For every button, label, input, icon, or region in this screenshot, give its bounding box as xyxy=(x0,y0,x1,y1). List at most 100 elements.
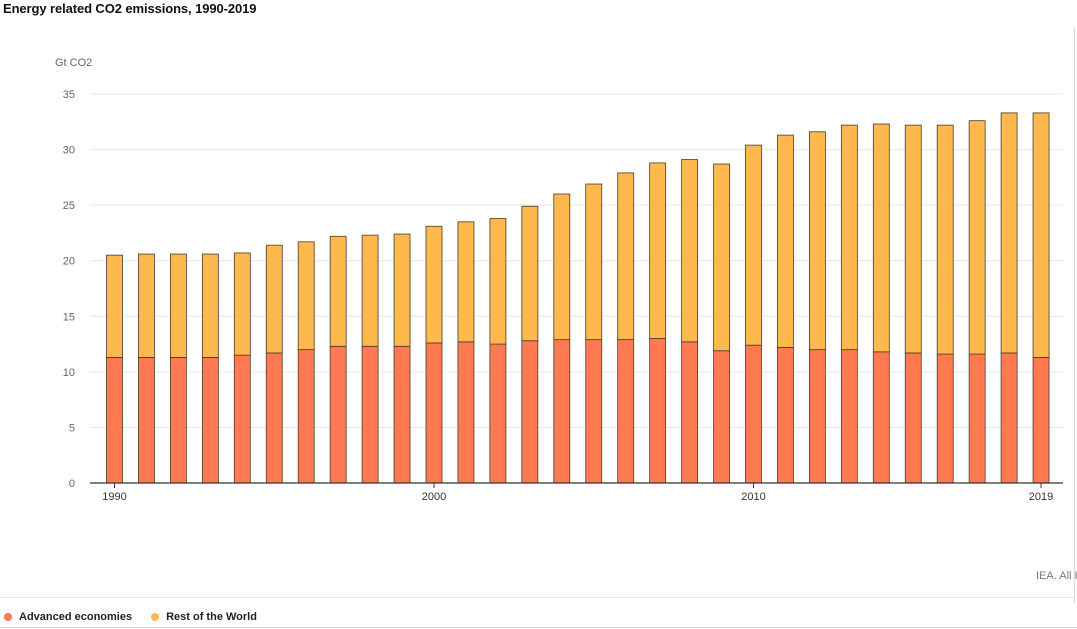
bar-stack xyxy=(617,172,635,484)
bar-rest-of-the-world xyxy=(329,235,347,347)
bar-advanced-economies xyxy=(138,357,155,484)
bar-advanced-economies xyxy=(968,353,986,484)
bar-advanced-economies xyxy=(585,339,603,484)
bar-stack xyxy=(968,120,986,484)
bar-advanced-economies xyxy=(617,339,635,484)
legend-label-advanced-economies: Advanced economies xyxy=(19,611,133,623)
bar-advanced-economies xyxy=(297,349,315,484)
bar-stack xyxy=(713,163,730,484)
legend: Advanced economies Rest of the World xyxy=(4,611,276,623)
y-tick-label: 35 xyxy=(63,89,75,101)
bar-rest-of-the-world xyxy=(872,123,890,353)
bar-stack xyxy=(585,183,603,484)
bar-rest-of-the-world xyxy=(489,218,507,345)
bar-rest-of-the-world xyxy=(713,163,730,352)
bar-stack xyxy=(457,221,475,484)
chart-title: Energy related CO2 emissions, 1990-2019 xyxy=(3,1,257,16)
bar-advanced-economies xyxy=(1000,352,1018,484)
y-axis-unit-label: Gt CO2 xyxy=(55,57,93,69)
legend-item-advanced-economies[interactable]: Advanced economies xyxy=(4,611,132,623)
bar-stacks xyxy=(106,112,1050,484)
y-tick-label: 10 xyxy=(63,367,75,379)
bar-stack xyxy=(169,253,187,484)
bar-advanced-economies xyxy=(936,353,954,484)
bar-advanced-economies xyxy=(713,350,730,484)
bar-advanced-economies xyxy=(169,357,187,484)
bar-stack xyxy=(553,193,571,484)
x-axis: 1990 2000 2010 2019 xyxy=(90,482,1063,503)
bar-stack xyxy=(904,124,922,484)
bar-rest-of-the-world xyxy=(585,183,603,341)
y-axis-ticks: 0 5 10 15 20 25 30 35 xyxy=(63,89,75,490)
bar-advanced-economies xyxy=(904,352,922,484)
bar-rest-of-the-world xyxy=(425,225,443,344)
bar-advanced-economies xyxy=(265,352,283,484)
x-tick-label: 2019 xyxy=(1029,491,1053,503)
legend-swatch-rest-of-the-world xyxy=(151,613,160,621)
y-tick-label: 15 xyxy=(63,311,75,323)
bar-rest-of-the-world xyxy=(361,234,379,347)
legend-label-rest-of-the-world: Rest of the World xyxy=(166,611,257,623)
bar-stack xyxy=(138,253,155,484)
bar-advanced-economies xyxy=(681,341,698,484)
bar-stack xyxy=(201,253,219,484)
bar-stack xyxy=(265,244,283,484)
bar-rest-of-the-world xyxy=(393,233,411,347)
bar-rest-of-the-world xyxy=(521,205,539,342)
bar-rest-of-the-world xyxy=(1000,112,1018,354)
bar-stack xyxy=(840,124,858,484)
x-tick-label: 2000 xyxy=(422,491,446,503)
bar-advanced-economies xyxy=(809,349,826,484)
bar-stack xyxy=(425,225,443,484)
bar-stack xyxy=(489,218,507,484)
bar-stack xyxy=(361,234,379,484)
bar-stack xyxy=(393,233,411,484)
bar-rest-of-the-world xyxy=(904,124,922,354)
bar-rest-of-the-world xyxy=(649,162,667,339)
bar-stack xyxy=(521,205,539,484)
legend-swatch-advanced-economies xyxy=(4,613,12,621)
bar-advanced-economies xyxy=(361,345,379,484)
bar-rest-of-the-world xyxy=(777,134,794,348)
frame-border-right xyxy=(1074,27,1075,603)
source-credit: IEA. All I xyxy=(1036,570,1077,582)
bar-rest-of-the-world xyxy=(840,124,858,351)
bar-stack xyxy=(233,252,251,484)
bar-rest-of-the-world xyxy=(169,253,187,358)
bar-stack xyxy=(681,159,698,484)
bar-advanced-economies xyxy=(553,339,571,484)
bar-stack xyxy=(106,254,123,484)
bar-rest-of-the-world xyxy=(936,124,954,355)
bar-rest-of-the-world xyxy=(681,159,698,343)
y-tick-label: 20 xyxy=(63,256,75,268)
legend-item-rest-of-the-world[interactable]: Rest of the World xyxy=(151,611,257,623)
bar-stack xyxy=(872,123,890,484)
bar-advanced-economies xyxy=(425,342,443,484)
bar-advanced-economies xyxy=(521,340,539,484)
y-tick-label: 25 xyxy=(63,200,75,212)
bar-advanced-economies xyxy=(1032,357,1050,484)
frame-border-bottom xyxy=(0,627,1077,628)
bar-stack xyxy=(1000,112,1018,484)
bar-rest-of-the-world xyxy=(233,252,251,356)
bar-stack xyxy=(1032,112,1050,484)
bar-stack xyxy=(297,241,315,484)
y-tick-label: 30 xyxy=(63,145,75,157)
bar-stack xyxy=(649,162,667,484)
bar-rest-of-the-world xyxy=(201,253,219,358)
gridlines xyxy=(90,93,1063,428)
bar-advanced-economies xyxy=(329,345,347,484)
bar-advanced-economies xyxy=(489,343,507,484)
bar-stack xyxy=(745,144,762,484)
bar-rest-of-the-world xyxy=(265,244,283,354)
bar-advanced-economies xyxy=(745,344,762,484)
bar-advanced-economies xyxy=(872,351,890,484)
bar-rest-of-the-world xyxy=(457,221,475,343)
y-tick-label: 0 xyxy=(69,478,75,490)
bar-advanced-economies xyxy=(233,354,251,484)
bar-advanced-economies xyxy=(840,349,858,484)
bar-rest-of-the-world xyxy=(617,172,635,341)
bar-rest-of-the-world xyxy=(553,193,571,341)
bar-advanced-economies xyxy=(201,357,219,484)
legend-divider xyxy=(0,597,1074,598)
